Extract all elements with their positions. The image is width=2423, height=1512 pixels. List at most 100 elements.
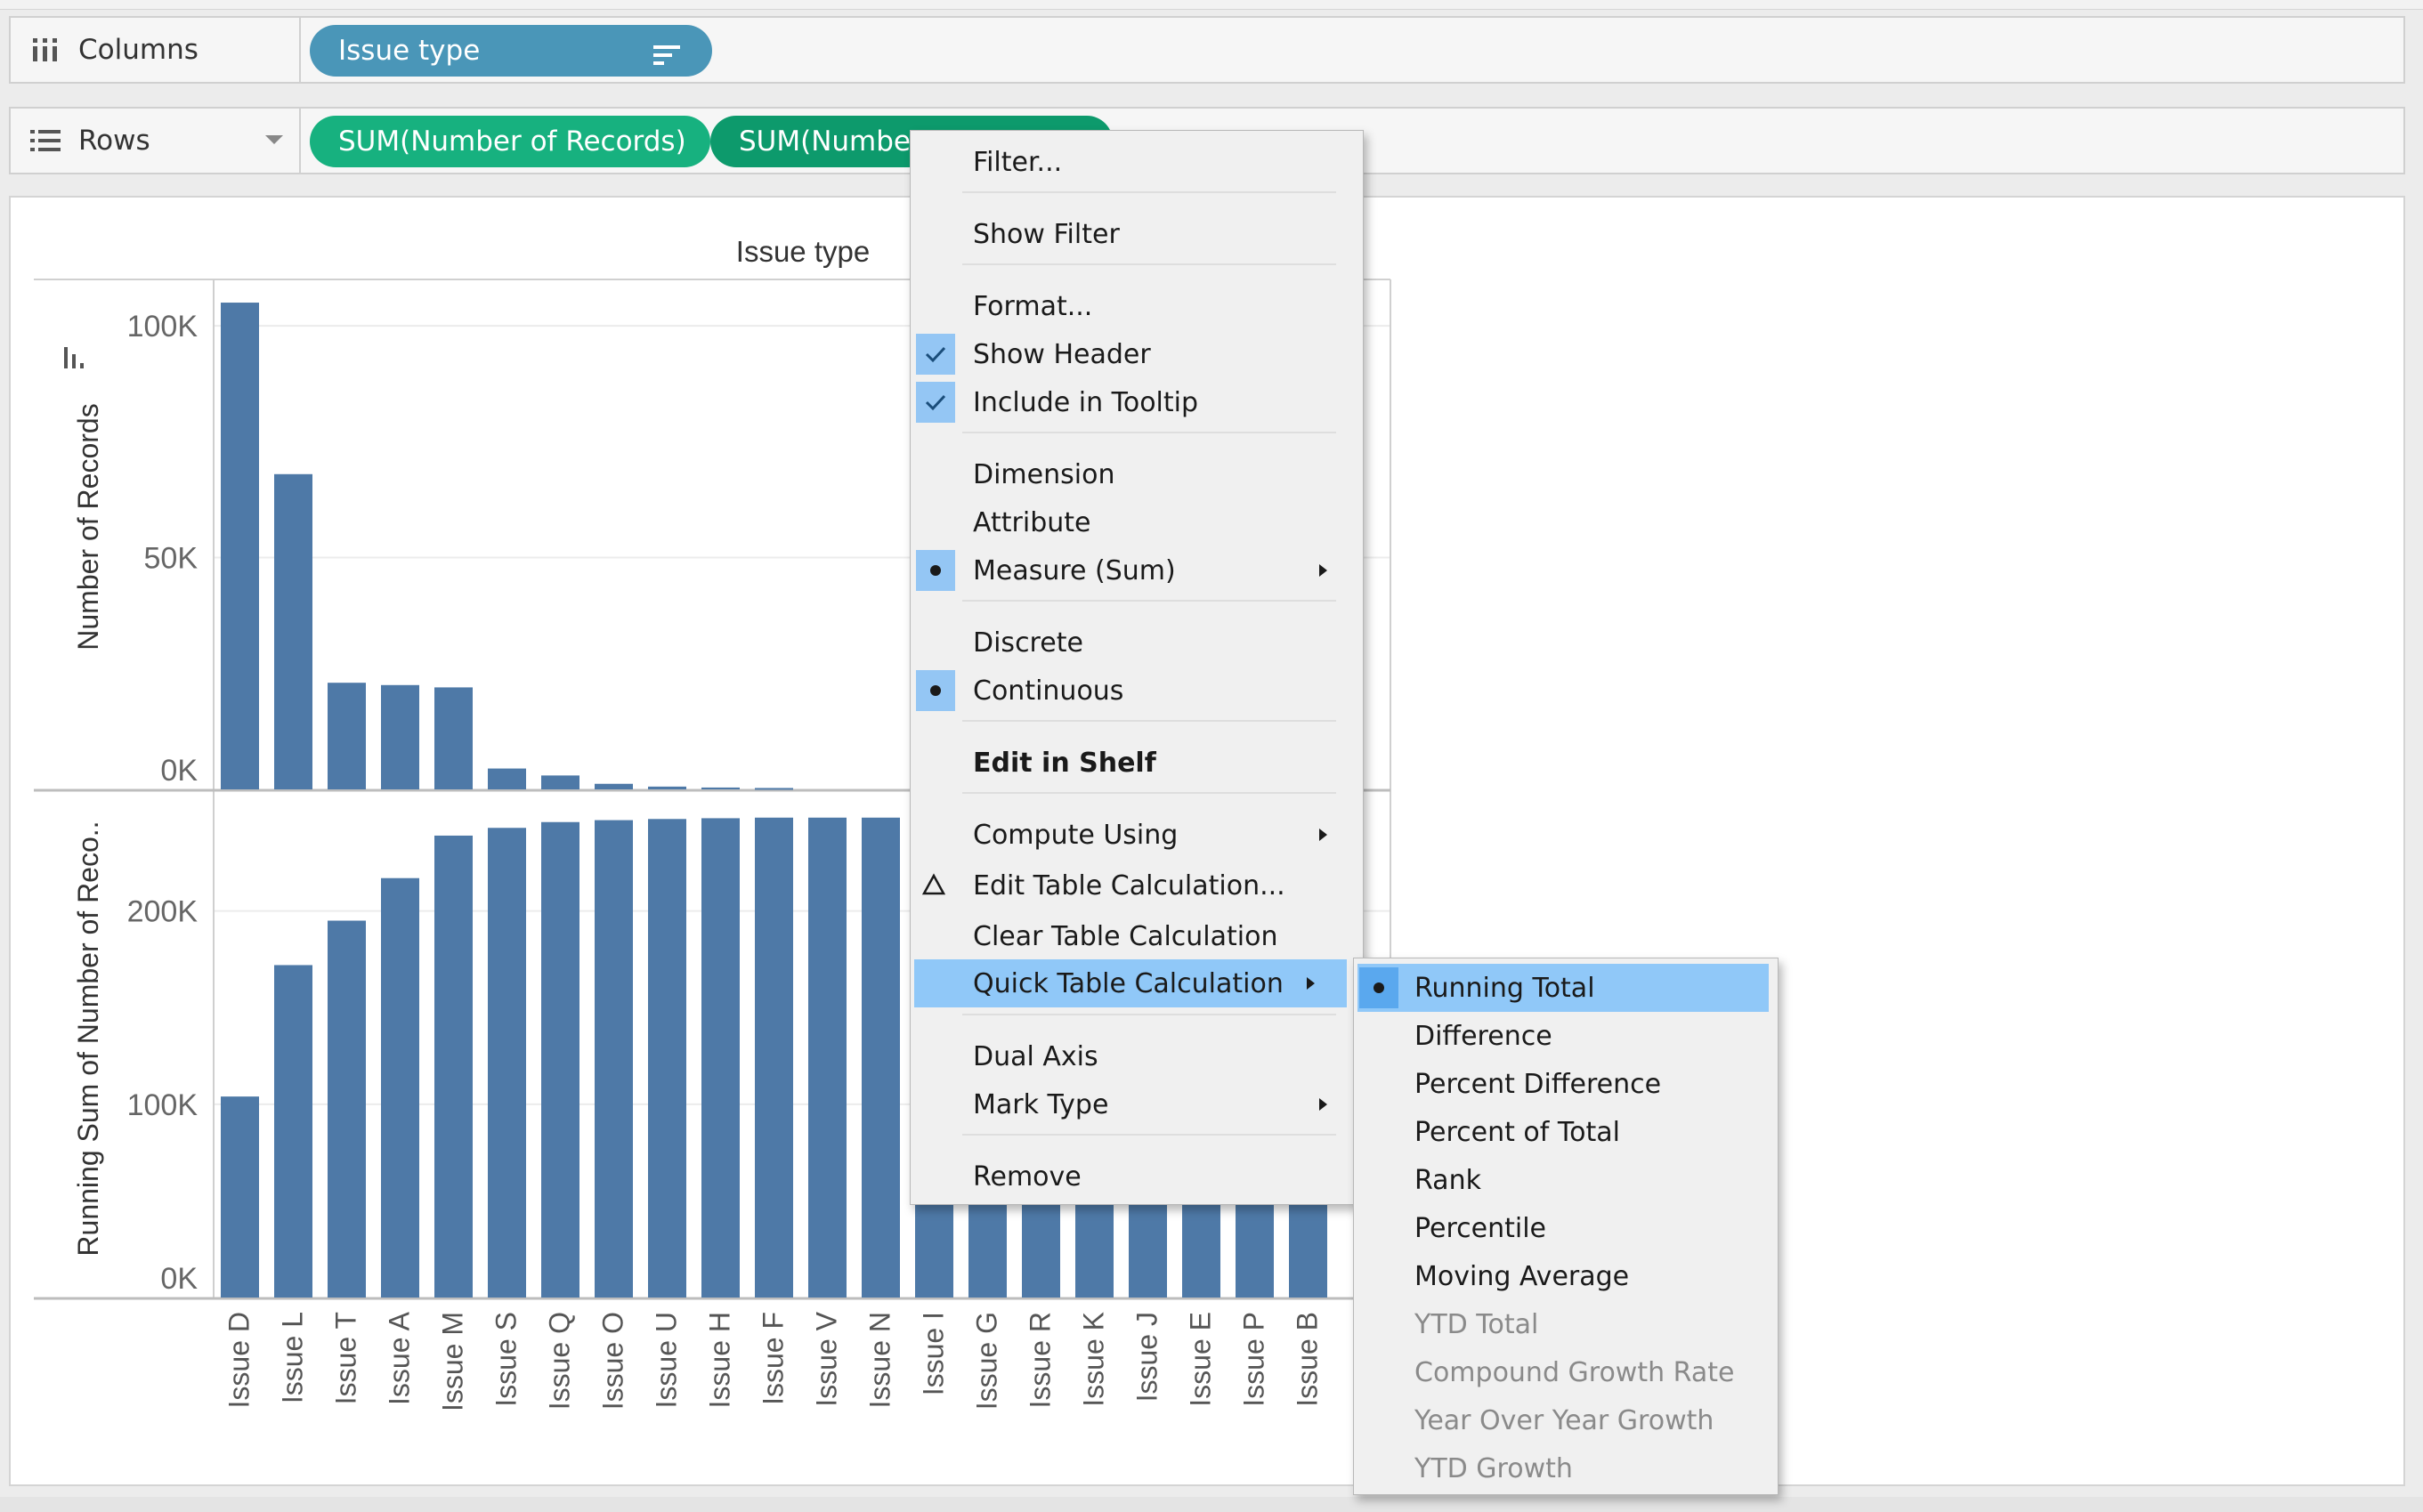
menu-item-filter[interactable]: Filter... (973, 146, 1063, 178)
menu-divider (962, 263, 1336, 265)
menu-item-quick-table-calc[interactable]: Quick Table Calculation (914, 959, 1347, 1007)
menu-item-dual-axis[interactable]: Dual Axis (973, 1040, 1098, 1072)
y-tick-label: 0K (160, 1262, 198, 1296)
sum-records-pill[interactable]: SUM(Number of Records) (310, 116, 710, 167)
submenu-item-running-total[interactable]: Running Total (1357, 964, 1769, 1012)
x-tick-label: Issue N (864, 1312, 896, 1408)
menu-item-compute-using[interactable]: Compute Using (911, 811, 1363, 859)
submenu-item-percent-difference[interactable]: Percent Difference (1414, 1068, 1662, 1100)
y-tick-label: 50K (144, 542, 199, 576)
menu-item-edit-table-calc[interactable]: Edit Table Calculation... (911, 861, 1363, 910)
chart-labels: Issue D Issue L Issue T Issue A Issue M Issue… (223, 1311, 1324, 1411)
quick-table-calc-submenu: Running Total Difference Percent Differe… (1353, 958, 1779, 1495)
y-tick-label: 0K (160, 754, 198, 788)
bar (381, 877, 419, 1298)
rows-shelf-text: Rows (78, 125, 150, 157)
bar (595, 783, 633, 789)
menu-item-discrete[interactable]: Discrete (973, 627, 1083, 659)
x-tick-label: Issue U (651, 1312, 683, 1408)
radio-bullet-icon (916, 670, 955, 711)
x-tick-label: Issue T (330, 1312, 362, 1404)
submenu-item-rank[interactable]: Rank (1414, 1164, 1481, 1196)
delta-icon (921, 872, 946, 903)
bar (434, 835, 473, 1298)
menu-item-measure[interactable]: Measure (Sum) (911, 546, 1363, 594)
sort-descending-icon (653, 41, 682, 73)
x-tick-label: Issue R (1025, 1312, 1057, 1408)
x-tick-label: Issue H (704, 1312, 736, 1408)
bar (488, 768, 526, 789)
bar (808, 817, 847, 1298)
x-tick-label: Issue I (918, 1312, 950, 1395)
submenu-item-compound-growth-rate: Compound Growth Rate (1414, 1356, 1735, 1388)
menu-divider (962, 432, 1336, 433)
y-tick-label: 100K (127, 1088, 199, 1122)
bar (488, 828, 526, 1298)
bar (648, 819, 686, 1298)
menu-divider (962, 1014, 1336, 1015)
y-axis-label-running-sum: Running Sum of Number of Reco.. (72, 821, 104, 1256)
menu-item-edit-in-shelf[interactable]: Edit in Shelf (973, 747, 1156, 779)
bar (541, 775, 579, 789)
submenu-item-moving-average[interactable]: Moving Average (1414, 1260, 1630, 1292)
bar (434, 687, 473, 789)
menu-item-clear-table-calc[interactable]: Clear Table Calculation (973, 920, 1278, 952)
submenu-item-difference[interactable]: Difference (1414, 1020, 1552, 1052)
columns-shelf-text: Columns (78, 34, 199, 66)
menu-item-mark-type[interactable]: Mark Type (911, 1080, 1363, 1128)
y-axis-label-records: Number of Records (72, 403, 104, 650)
bar (274, 473, 312, 789)
bottom-strip (0, 1497, 2423, 1512)
columns-shelf[interactable]: Columns Issue type (9, 16, 2405, 84)
x-tick-label: Issue G (971, 1312, 1003, 1410)
top-strip (0, 0, 2423, 10)
y-tick-label: 200K (127, 895, 199, 929)
menu-item-remove[interactable]: Remove (973, 1160, 1082, 1193)
menu-item-continuous[interactable]: Continuous (911, 667, 1363, 715)
x-tick-label: Issue D (223, 1312, 255, 1408)
bar (755, 817, 793, 1298)
bar (541, 821, 579, 1298)
rows-shelf-label: Rows (11, 109, 301, 173)
menu-item-show-header[interactable]: Show Header (911, 330, 1363, 378)
submenu-arrow-icon (1319, 829, 1327, 841)
x-tick-label: Issue J (1131, 1312, 1163, 1402)
submenu-item-ytd-growth: YTD Growth (1414, 1452, 1573, 1484)
radio-bullet-icon (916, 550, 955, 591)
bar (274, 965, 312, 1298)
x-tick-label: Issue M (437, 1312, 469, 1411)
submenu-arrow-icon (1319, 564, 1327, 577)
menu-item-include-tooltip[interactable]: Include in Tooltip (911, 378, 1363, 426)
menu-item-format[interactable]: Format... (973, 290, 1093, 322)
bar-sort-icon[interactable] (64, 347, 84, 368)
checkmark-icon (916, 382, 955, 423)
issue-type-pill-label: Issue type (338, 35, 481, 67)
submenu-arrow-icon (1307, 977, 1315, 990)
x-tick-label: Issue K (1078, 1312, 1110, 1407)
x-tick-label: Issue O (597, 1312, 629, 1410)
bar (381, 684, 419, 789)
x-tick-label: Issue F (758, 1312, 790, 1405)
menu-divider (962, 600, 1336, 602)
x-tick-label: Issue B (1292, 1312, 1324, 1407)
submenu-item-percent-of-total[interactable]: Percent of Total (1414, 1116, 1620, 1148)
bar (755, 788, 793, 790)
menu-item-show-filter[interactable]: Show Filter (973, 218, 1120, 250)
bar (328, 683, 366, 789)
submenu-item-percentile[interactable]: Percentile (1414, 1212, 1547, 1244)
radio-bullet-icon (1359, 967, 1398, 1008)
checkmark-icon (916, 334, 955, 375)
x-tick-label: Issue L (277, 1312, 309, 1403)
issue-type-pill[interactable]: Issue type (310, 25, 712, 77)
menu-divider (962, 1134, 1336, 1136)
menu-item-attribute[interactable]: Attribute (973, 506, 1091, 538)
menu-item-dimension[interactable]: Dimension (973, 458, 1115, 490)
bar (595, 820, 633, 1298)
running-sum-pill-label: SUM(Number (739, 125, 922, 158)
submenu-item-ytd-total: YTD Total (1414, 1308, 1539, 1340)
x-tick-label: Issue V (811, 1311, 843, 1406)
rows-dropdown-icon[interactable] (265, 135, 283, 144)
chart-title: Issue type (736, 235, 870, 268)
bar (648, 786, 686, 789)
submenu-item-year-over-year-growth: Year Over Year Growth (1414, 1404, 1714, 1436)
